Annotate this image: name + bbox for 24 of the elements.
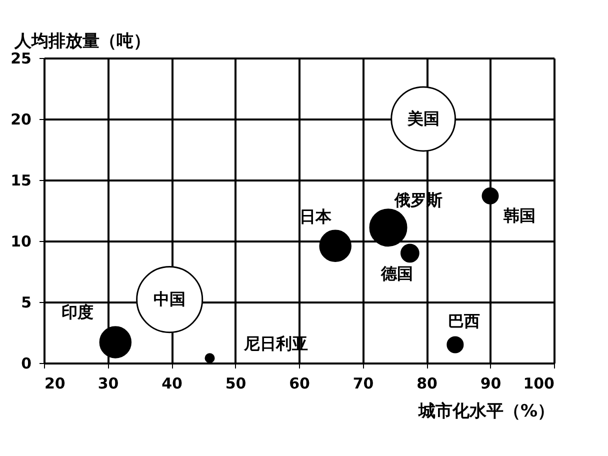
x-tick-label: 90 <box>480 374 502 392</box>
x-tick-label: 40 <box>162 374 182 392</box>
series-label: 巴西 <box>448 312 480 331</box>
series-label: 印度 <box>61 302 94 322</box>
x-tick-label: 60 <box>289 374 310 392</box>
series-label: 韩国 <box>502 206 536 225</box>
y-tick-label: 20 <box>10 110 32 128</box>
x-tick-label: 50 <box>225 374 246 392</box>
y-tick-label: 25 <box>10 50 32 68</box>
x-tick-label: 80 <box>416 374 438 392</box>
y-tick-label: 15 <box>10 172 32 190</box>
y-tick-label: 5 <box>21 294 32 312</box>
series-label: 美国 <box>406 109 440 128</box>
y-tick-label: 0 <box>21 354 32 372</box>
series-label: 德国 <box>380 264 413 284</box>
x-tick-label: 20 <box>44 374 66 392</box>
series-label: 日本 <box>299 206 332 226</box>
x-tick-label: 70 <box>352 374 374 392</box>
series-label: 中国 <box>154 290 186 309</box>
x-axis-title: 城市化水平（%） <box>417 402 554 422</box>
x-tick-label: 100 <box>523 374 554 392</box>
y-axis-title: 人均排放量（吨） <box>14 32 150 52</box>
y-tick-label: 10 <box>10 232 32 250</box>
x-tick-label: 30 <box>98 374 119 392</box>
